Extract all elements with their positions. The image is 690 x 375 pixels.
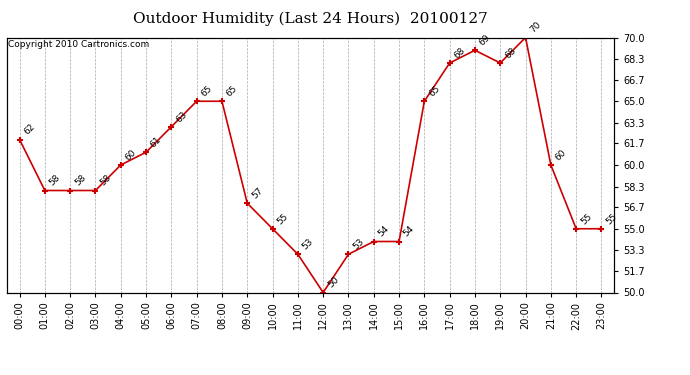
Text: 70: 70 bbox=[529, 20, 543, 35]
Text: 50: 50 bbox=[326, 275, 340, 290]
Text: 60: 60 bbox=[553, 148, 568, 162]
Text: 65: 65 bbox=[427, 84, 442, 99]
Text: 65: 65 bbox=[199, 84, 214, 99]
Text: 58: 58 bbox=[73, 173, 88, 188]
Text: 53: 53 bbox=[301, 237, 315, 252]
Text: 53: 53 bbox=[351, 237, 366, 252]
Text: 54: 54 bbox=[402, 224, 416, 239]
Text: 58: 58 bbox=[48, 173, 62, 188]
Text: 61: 61 bbox=[149, 135, 164, 150]
Text: 65: 65 bbox=[225, 84, 239, 99]
Text: 58: 58 bbox=[98, 173, 112, 188]
Text: 63: 63 bbox=[174, 110, 188, 124]
Text: 55: 55 bbox=[275, 211, 290, 226]
Text: 68: 68 bbox=[503, 46, 518, 60]
Text: 69: 69 bbox=[477, 33, 492, 48]
Text: 57: 57 bbox=[250, 186, 264, 201]
Text: 68: 68 bbox=[453, 46, 467, 60]
Text: 54: 54 bbox=[377, 224, 391, 239]
Text: 55: 55 bbox=[604, 211, 619, 226]
Text: 60: 60 bbox=[124, 148, 138, 162]
Text: 55: 55 bbox=[579, 211, 593, 226]
Text: Copyright 2010 Cartronics.com: Copyright 2010 Cartronics.com bbox=[8, 40, 149, 49]
Text: Outdoor Humidity (Last 24 Hours)  20100127: Outdoor Humidity (Last 24 Hours) 2010012… bbox=[133, 11, 488, 26]
Text: 62: 62 bbox=[22, 122, 37, 137]
